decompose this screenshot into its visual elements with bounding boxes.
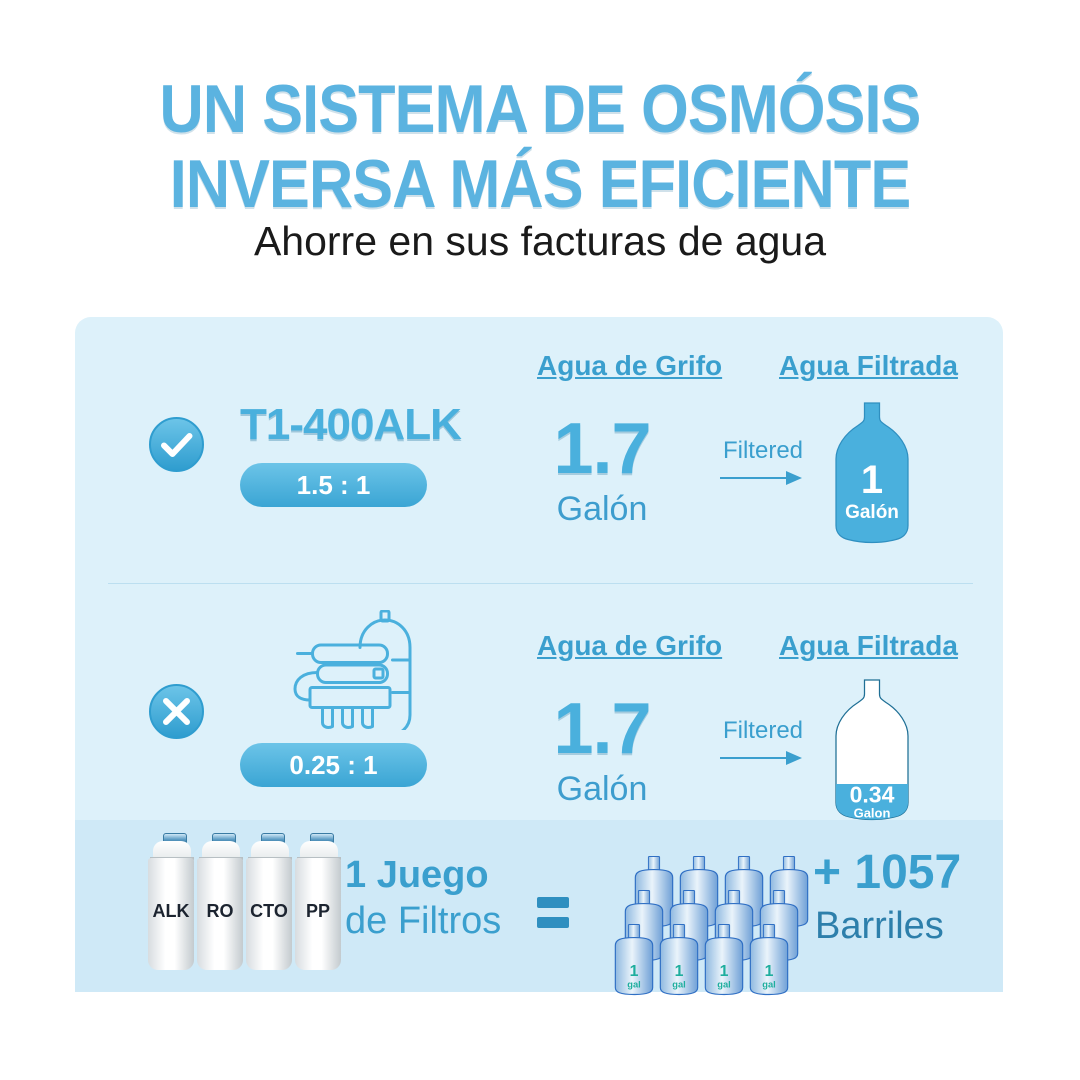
svg-text:Galón: Galón [845,502,899,523]
svg-text:Galon: Galon [854,806,891,821]
svg-text:1: 1 [630,963,639,980]
svg-text:1: 1 [765,963,774,980]
svg-text:gal: gal [762,980,775,990]
svg-text:1: 1 [675,963,684,980]
svg-text:0.34: 0.34 [850,782,895,808]
svg-text:gal: gal [672,980,685,990]
svg-text:1: 1 [720,963,729,980]
svg-text:gal: gal [717,980,730,990]
svg-text:1: 1 [861,458,883,502]
svg-text:gal: gal [627,980,640,990]
